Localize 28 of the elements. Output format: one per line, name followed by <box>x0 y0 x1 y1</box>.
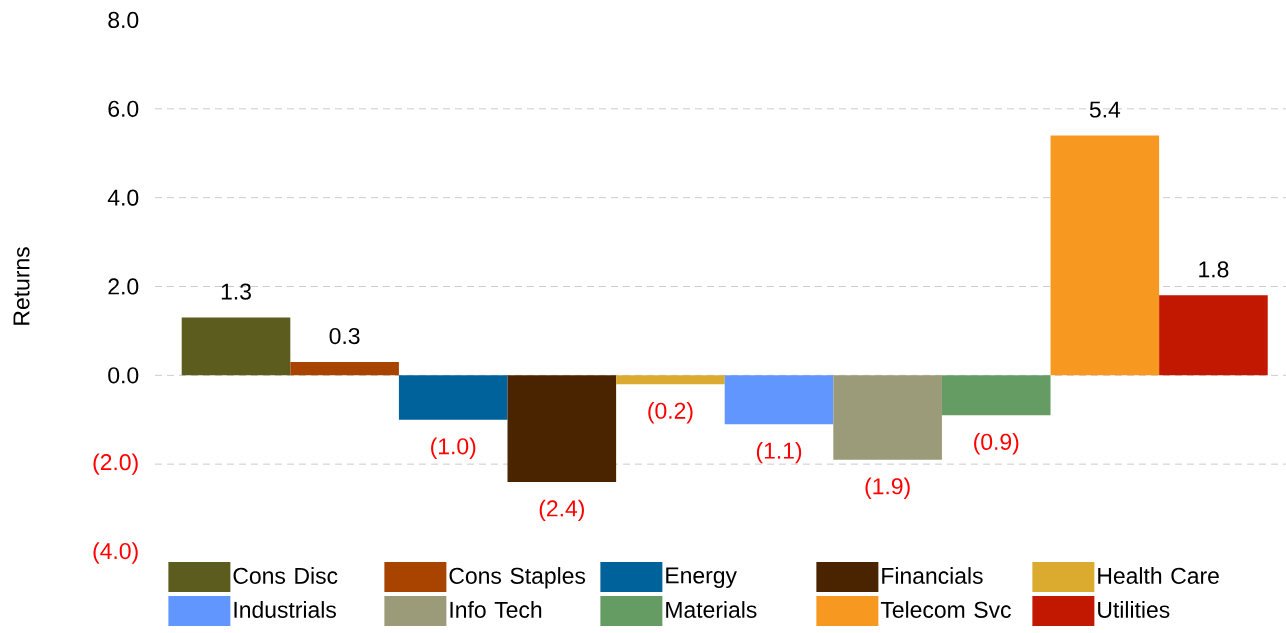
legend-label: Utilities <box>1098 601 1170 618</box>
y-tick-label: (2.0) <box>93 453 138 475</box>
data-label: 1.3 <box>221 283 251 300</box>
legend-label: Cons Disc <box>233 567 338 584</box>
y-tick-label: 6.0 <box>108 100 139 117</box>
data-label: 5.4 <box>1089 101 1121 118</box>
data-label: (0.2) <box>648 402 693 424</box>
data-label: (2.4) <box>539 499 584 522</box>
legend-label: Materials <box>666 601 757 618</box>
y-axis-title: Returns <box>13 247 30 325</box>
legend-label: Energy <box>666 567 737 589</box>
data-label: 0.3 <box>329 327 360 345</box>
legend-label: Industrials <box>234 601 336 618</box>
legend-label: Health Care <box>1098 567 1219 584</box>
legend-label: Info Tech <box>450 601 542 618</box>
legend-label: Cons Staples <box>449 567 586 589</box>
data-label: (1.9) <box>865 477 910 499</box>
data-label: 1.8 <box>1199 261 1229 278</box>
data-label: (1.0) <box>431 437 476 459</box>
y-tick-label: 4.0 <box>107 189 139 206</box>
y-tick-label: (4.0) <box>93 542 138 564</box>
y-tick-label: 0.0 <box>108 367 139 384</box>
y-tick-label: 8.0 <box>108 11 139 29</box>
data-label: (0.9) <box>974 433 1019 455</box>
y-tick-label: 2.0 <box>108 278 139 295</box>
legend-label: Financials <box>882 567 983 584</box>
legend-label: Telecom Svc <box>880 601 1011 618</box>
data-label: (1.1) <box>756 442 802 464</box>
